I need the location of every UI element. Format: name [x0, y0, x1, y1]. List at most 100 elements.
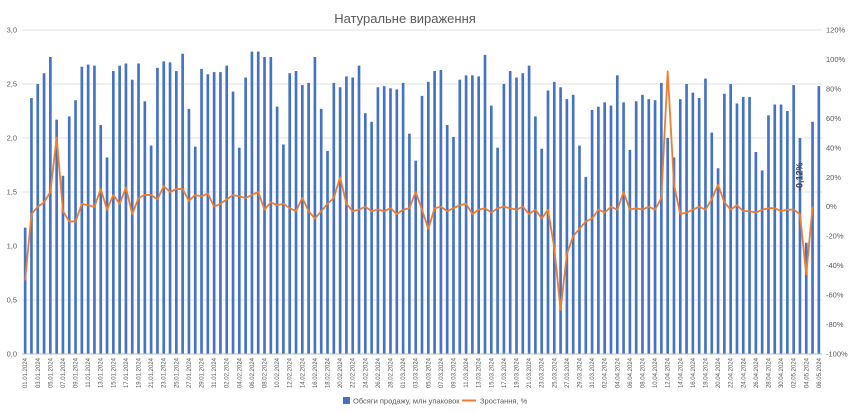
- x-tick-label: 14.02.2024: [300, 357, 306, 388]
- x-tick-label: 22.02.2024: [351, 357, 357, 388]
- x-tick-label: 10.04.2024: [653, 357, 659, 388]
- bar: [382, 86, 386, 354]
- left-tick-label: 1,0: [7, 242, 17, 251]
- x-tick-label: 28.02.2024: [389, 357, 395, 388]
- bar: [792, 85, 795, 354]
- bar: [187, 108, 191, 354]
- bar: [112, 71, 115, 354]
- bar: [408, 133, 411, 354]
- x-tick-label: 07.03.2024: [439, 357, 445, 388]
- x-tick-label: 22.04.2024: [729, 357, 735, 388]
- bar: [36, 84, 40, 354]
- bar: [584, 176, 588, 354]
- last-value-annotation: -0,12%: [795, 162, 805, 191]
- x-tick-label: 30.04.2024: [779, 357, 785, 388]
- bar: [773, 104, 777, 355]
- x-tick-label: 28.04.2024: [766, 357, 772, 388]
- x-tick-label: 06.02.2024: [250, 357, 256, 388]
- x-axis: 01.01.2024 03.01.2024 05.01.2024 07.01.2024…: [22, 353, 823, 388]
- bar: [231, 91, 235, 354]
- x-tick-label: 01.03.2024: [401, 357, 407, 388]
- bar: [729, 84, 732, 354]
- bar: [345, 76, 348, 354]
- x-tick-label: 27.01.2024: [187, 357, 193, 388]
- bar: [395, 89, 399, 355]
- bar: [559, 87, 562, 355]
- x-tick-label: 13.01.2024: [99, 357, 105, 388]
- x-tick-label: 01.01.2024: [23, 357, 29, 388]
- bar: [212, 72, 216, 355]
- bar: [319, 108, 323, 354]
- bar: [597, 106, 600, 355]
- bar: [779, 104, 783, 355]
- x-tick-label: 11.03.2024: [464, 357, 470, 387]
- bar: [313, 57, 317, 354]
- bar: [767, 115, 770, 354]
- right-tick-label: 40%: [826, 143, 841, 152]
- bar: [603, 102, 606, 354]
- x-tick-label: 05.01.2024: [48, 357, 54, 388]
- x-tick-label: 21.01.2024: [149, 357, 155, 388]
- bar: [647, 99, 651, 355]
- bar: [244, 77, 247, 355]
- x-tick-label: 19.03.2024: [514, 357, 520, 388]
- bar: [124, 63, 128, 354]
- bar: [452, 136, 455, 354]
- x-tick-label: 06.04.2024: [628, 357, 634, 388]
- left-tick-label: 0,0: [7, 350, 17, 359]
- bar: [502, 84, 506, 354]
- legend: Обсяги продажу, млн упаковок Зростання, …: [343, 397, 528, 406]
- x-tick-label: 31.01.2024: [212, 357, 218, 388]
- bar: [143, 101, 147, 354]
- bar: [49, 57, 52, 354]
- bar: [376, 87, 380, 355]
- x-tick-label: 12.02.2024: [288, 357, 294, 388]
- x-tick-label: 14.04.2024: [678, 357, 684, 388]
- x-tick-label: 29.01.2024: [200, 357, 206, 388]
- x-tick-label: 26.02.2024: [376, 357, 382, 388]
- bar: [326, 150, 329, 354]
- bar: [817, 86, 821, 354]
- bar: [118, 65, 121, 354]
- bar: [508, 71, 512, 354]
- bar: [225, 65, 229, 354]
- x-tick-label: 09.01.2024: [74, 357, 80, 388]
- x-tick-label: 16.02.2024: [313, 357, 319, 388]
- left-tick-label: 1,5: [7, 188, 17, 197]
- bar: [93, 65, 96, 354]
- x-tick-label: 03.01.2024: [36, 357, 42, 388]
- bar: [760, 170, 764, 354]
- bar: [370, 121, 373, 354]
- bar: [168, 62, 172, 355]
- bar: [628, 149, 632, 354]
- bar: [445, 125, 449, 354]
- bar: [74, 100, 77, 354]
- bar: [678, 99, 682, 355]
- bar: [748, 96, 751, 355]
- bar: [86, 64, 90, 354]
- bar: [483, 54, 487, 355]
- bar: [546, 90, 550, 354]
- bar: [489, 105, 493, 354]
- bar: [401, 82, 405, 355]
- bar: [23, 227, 27, 354]
- x-tick-label: 17.03.2024: [502, 357, 508, 388]
- bar: [439, 69, 443, 355]
- right-tick-label: 100%: [826, 55, 846, 64]
- bar: [130, 79, 134, 355]
- bar: [697, 98, 701, 354]
- bar: [710, 132, 714, 354]
- x-tick-label: 04.05.2024: [804, 357, 810, 388]
- bar: [351, 77, 355, 355]
- growth-line: [24, 70, 814, 311]
- bar: [263, 57, 266, 354]
- x-tick-label: 07.01.2024: [61, 357, 67, 388]
- x-tick-label: 03.03.2024: [414, 357, 420, 388]
- bar: [250, 51, 254, 354]
- bar: [477, 76, 481, 354]
- x-tick-label: 21.03.2024: [527, 357, 533, 388]
- right-tick-label: 120%: [826, 26, 846, 35]
- x-tick-label: 18.02.2024: [326, 357, 332, 388]
- bar: [332, 82, 336, 355]
- x-tick-label: 02.04.2024: [603, 357, 609, 388]
